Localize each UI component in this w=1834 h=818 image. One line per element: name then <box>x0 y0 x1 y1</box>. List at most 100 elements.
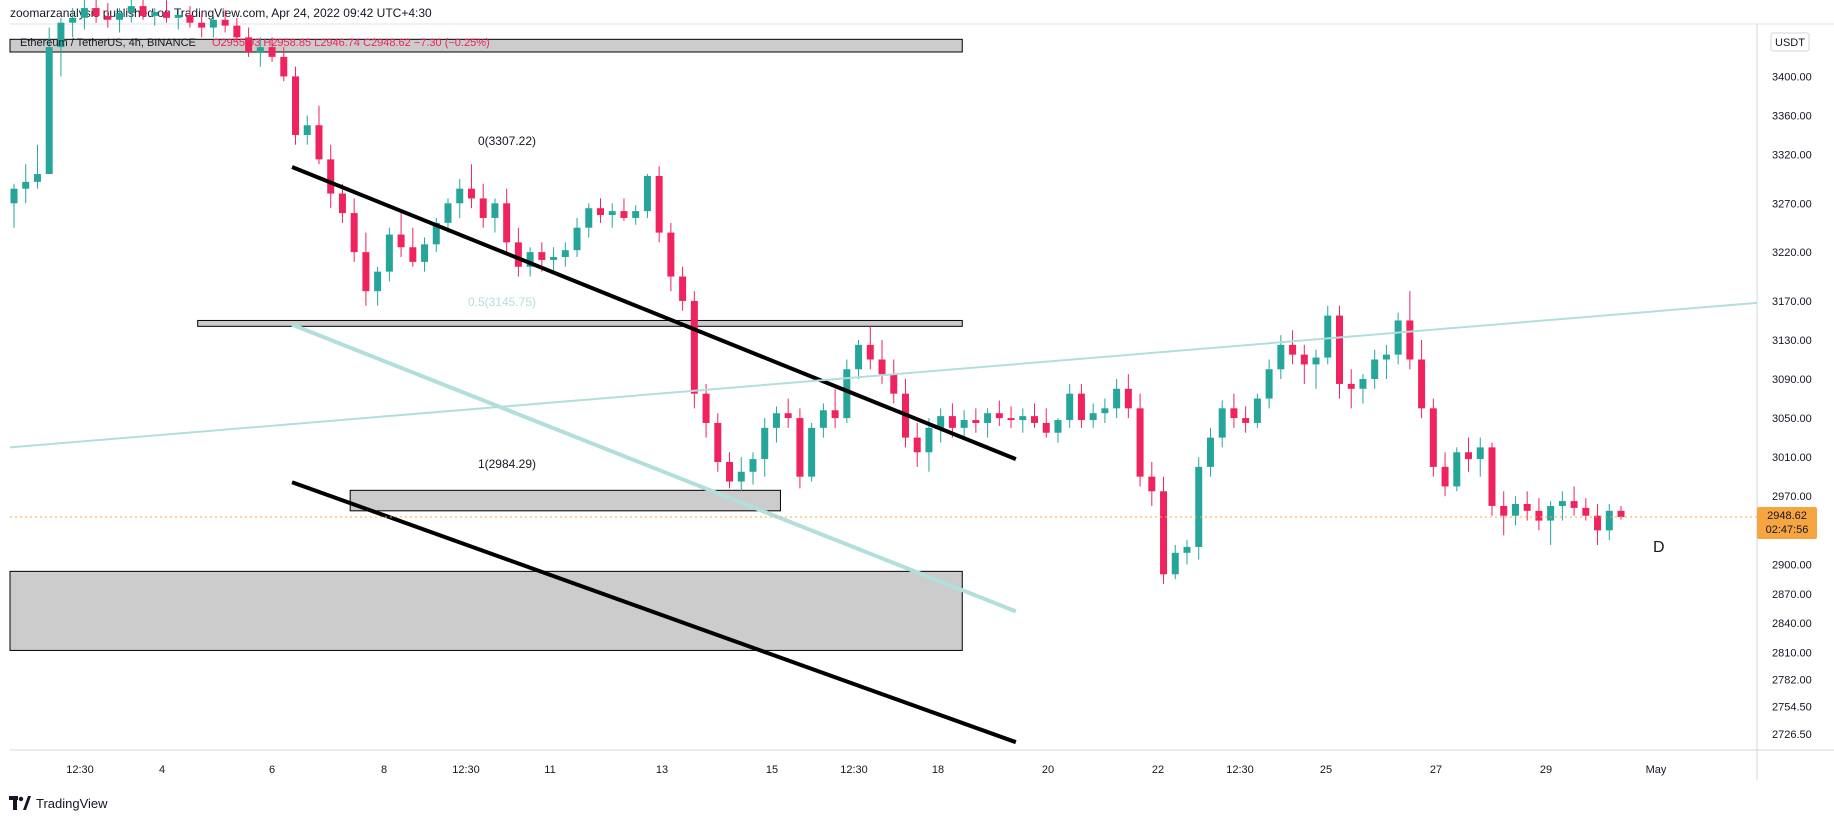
price-tick-label: 2810.00 <box>1772 647 1812 659</box>
candle-body <box>233 25 241 38</box>
zones-layer <box>9 38 963 651</box>
published-by-line: zoomarzanalysis published on TradingView… <box>10 6 432 20</box>
candle-body <box>819 410 827 428</box>
candle-body <box>409 247 417 262</box>
candle-body <box>960 420 968 428</box>
price-tick-label: 3090.00 <box>1772 374 1812 386</box>
candle-body <box>1230 408 1238 419</box>
bar-countdown-label: 02:47:56 <box>1766 524 1809 536</box>
candle-body <box>338 193 346 214</box>
candle-body <box>1418 359 1426 409</box>
time-tick-label: 6 <box>269 764 275 776</box>
time-tick-label: 15 <box>766 764 778 776</box>
candle-body <box>573 227 581 251</box>
pattern-point-d-label: D <box>1653 539 1665 556</box>
candle-body <box>491 203 499 218</box>
candle-body <box>139 6 147 16</box>
current-price-label: 2948.62 <box>1767 510 1807 522</box>
candle-body <box>655 175 663 233</box>
time-tick-label: 13 <box>656 764 668 776</box>
candle-body <box>1605 510 1613 531</box>
candle-body <box>737 471 745 482</box>
candle-body <box>1465 452 1473 460</box>
candle-body <box>1160 491 1168 575</box>
candle-body <box>256 47 264 52</box>
candle-body <box>1171 552 1179 575</box>
fib-0.5-label: 0.5(3145.75) <box>468 295 536 309</box>
price-tick-label: 3170.00 <box>1772 296 1812 308</box>
time-tick-label: May <box>1646 764 1667 776</box>
candle-body <box>10 188 18 204</box>
candle-body <box>33 174 41 182</box>
candle-body <box>1101 408 1109 414</box>
candle-body <box>1265 369 1273 399</box>
candle-body <box>1218 408 1226 438</box>
candle-body <box>432 222 440 245</box>
price-axis[interactable]: 3400.00 3360.00 3320.00 3270.00 3220.00 3170.… <box>1772 71 1812 740</box>
symbol-legend[interactable]: Ethereum / TetherUS, 4h, BINANCE O2955.9… <box>20 37 490 49</box>
fib-0-label: 0(3307.22) <box>478 134 536 148</box>
candle-body <box>1558 501 1566 506</box>
price-tick-label: 3320.00 <box>1772 150 1812 162</box>
candle-body <box>526 252 534 267</box>
candle-body <box>913 437 921 453</box>
candle-body <box>1289 344 1297 355</box>
candle-body <box>561 250 569 258</box>
candle-body <box>1019 416 1027 421</box>
candle-body <box>1535 510 1543 521</box>
time-tick-label: 12:30 <box>66 764 94 776</box>
candle-body <box>315 125 323 160</box>
currency-badge[interactable] <box>1770 32 1810 52</box>
time-tick-label: 12:30 <box>1226 764 1254 776</box>
time-tick-label: 22 <box>1152 764 1164 776</box>
candle-body <box>1406 320 1414 360</box>
price-tick-label: 2900.00 <box>1772 560 1812 572</box>
candle-body <box>1594 515 1602 531</box>
price-tick-label: 3010.00 <box>1772 452 1812 464</box>
candle-body <box>268 47 276 57</box>
candle-body <box>726 462 734 482</box>
candle-body <box>1077 393 1085 421</box>
candle-body <box>1277 344 1285 370</box>
candle-body <box>984 413 992 423</box>
candle-body <box>620 211 628 218</box>
candle-body <box>1089 413 1097 421</box>
candle-body <box>362 252 370 292</box>
price-tick-label: 2754.50 <box>1772 702 1812 714</box>
chart-frame <box>10 23 1834 780</box>
candle-body <box>1359 379 1367 389</box>
tradingview-footer[interactable]: TradingView <box>9 793 108 813</box>
candle-body <box>1300 354 1308 365</box>
candle-body <box>127 6 135 13</box>
legend-symbol: Ethereum / TetherUS, 4h, BINANCE <box>20 37 196 49</box>
candle-body <box>1324 315 1332 358</box>
resistance-zone <box>197 319 963 327</box>
candle-body <box>1547 505 1555 521</box>
time-tick-label: 8 <box>381 764 387 776</box>
fib-1-label: 1(2984.29) <box>478 457 536 471</box>
candle-body <box>948 416 956 428</box>
candle-body <box>1476 447 1484 460</box>
candle-body <box>855 344 863 370</box>
candle-body <box>1242 418 1250 423</box>
candle-body <box>866 344 874 360</box>
candle-body <box>714 422 722 463</box>
candle-body <box>1042 422 1050 433</box>
candle-body <box>1570 501 1578 508</box>
candle-body <box>1582 507 1590 516</box>
price-tick-label: 2840.00 <box>1772 618 1812 630</box>
current-price-badge <box>1757 507 1817 540</box>
candles-layer <box>10 0 1625 585</box>
candle-body <box>1066 393 1074 421</box>
price-tick-label: 3130.00 <box>1772 335 1812 347</box>
currency-badge-label: USDT <box>1775 37 1805 49</box>
candle-body <box>1195 466 1203 547</box>
candle-body <box>374 271 382 292</box>
candle-body <box>1335 315 1343 384</box>
time-axis[interactable]: 12:30 4 6 8 12:30 11 13 15 12:30 18 20 22 12:30 25 27 2… <box>66 764 1667 776</box>
price-tick-label: 2970.00 <box>1772 491 1812 503</box>
candle-body <box>843 369 851 419</box>
price-tick-label: 3400.00 <box>1772 71 1812 83</box>
candle-body <box>585 208 593 228</box>
